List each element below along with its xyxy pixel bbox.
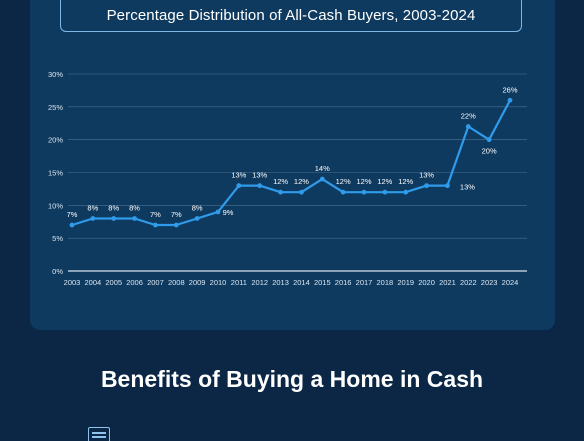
x-tick-label: 2005	[105, 278, 122, 287]
x-tick-label: 2008	[168, 278, 185, 287]
x-tick-label: 2018	[377, 278, 394, 287]
x-tick-label: 2014	[293, 278, 310, 287]
data-label: 12%	[356, 177, 371, 186]
data-point	[486, 137, 492, 143]
chart-grid	[68, 73, 527, 272]
chart-title-box: Percentage Distribution of All-Cash Buye…	[60, 0, 522, 32]
y-axis-labels: 0% 5% 10% 15% 20% 25% 30%	[48, 70, 63, 276]
data-label: 8%	[108, 203, 119, 212]
data-label: 8%	[192, 203, 203, 212]
x-tick-label: 2017	[356, 278, 373, 287]
x-tick-label: 2007	[147, 278, 164, 287]
chart-title: Percentage Distribution of All-Cash Buye…	[106, 6, 476, 24]
x-tick-label: 2015	[314, 278, 331, 287]
x-tick-label: 2023	[481, 278, 498, 287]
x-tick-label: 2006	[126, 278, 143, 287]
x-tick-label: 2004	[85, 278, 102, 287]
data-label: 26%	[502, 85, 517, 94]
series-line	[71, 99, 511, 227]
data-point	[445, 183, 450, 189]
x-tick-label: 2016	[335, 278, 352, 287]
data-label: 20%	[482, 147, 497, 156]
data-point	[194, 216, 200, 221]
document-icon	[88, 427, 110, 441]
data-label: 12%	[336, 177, 351, 186]
section-heading: Benefits of Buying a Home in Cash	[100, 366, 484, 392]
data-point	[215, 209, 221, 215]
data-point	[153, 222, 158, 228]
data-label: 7%	[171, 210, 182, 219]
data-label: 8%	[129, 203, 140, 212]
x-tick-label: 2019	[397, 278, 414, 287]
chart-panel	[30, 0, 555, 330]
x-tick-label: 2011	[231, 278, 247, 287]
data-labels: 7% 8% 8% 8% 7% 7% 8% 9% 13% 13% 12% 12% 14% 12% 12% 12%…	[67, 85, 518, 219]
data-point	[236, 183, 242, 189]
data-point	[382, 189, 388, 195]
x-tick-label: 2022	[460, 278, 477, 287]
data-label: 22%	[461, 112, 476, 121]
data-point	[403, 189, 409, 195]
data-point	[90, 216, 96, 221]
x-tick-label: 2003	[64, 278, 81, 287]
data-label: 8%	[87, 203, 98, 212]
data-point	[132, 216, 137, 221]
x-tick-label: 2010	[210, 278, 227, 287]
data-label: 12%	[377, 177, 392, 186]
y-tick-label: 10%	[48, 201, 63, 210]
data-point	[361, 189, 367, 195]
data-label: 9%	[223, 208, 234, 217]
data-point	[299, 189, 304, 195]
data-label: 13%	[252, 171, 267, 180]
y-tick-label: 5%	[52, 234, 63, 243]
data-point	[465, 124, 471, 129]
y-tick-label: 20%	[48, 136, 63, 145]
data-label: 14%	[315, 164, 330, 173]
data-label: 7%	[67, 210, 78, 219]
x-tick-label: 2013	[272, 278, 289, 287]
data-label: 12%	[294, 177, 309, 186]
data-label: 12%	[273, 177, 288, 186]
x-axis-labels: 2003 2004 2005 2006 2007 2008 2009 2010 2011 2012…	[64, 278, 519, 287]
chart-series	[69, 97, 513, 228]
data-label: 7%	[150, 210, 161, 219]
data-label: 13%	[460, 183, 475, 192]
data-label: 12%	[398, 177, 413, 186]
y-tick-label: 0%	[52, 267, 63, 276]
y-tick-label: 30%	[48, 70, 63, 79]
data-point	[340, 189, 346, 195]
data-point	[424, 183, 429, 189]
data-point	[507, 97, 513, 103]
data-point	[319, 176, 325, 182]
x-tick-label: 2012	[251, 278, 268, 287]
data-point	[257, 183, 263, 189]
data-label: 13%	[231, 171, 246, 180]
data-point	[111, 216, 117, 221]
x-tick-label: 2024	[502, 278, 519, 287]
x-tick-label: 2020	[418, 278, 435, 287]
x-tick-label: 2009	[189, 278, 206, 287]
data-point	[278, 189, 283, 195]
data-point	[69, 222, 75, 228]
data-label: 13%	[419, 171, 434, 180]
y-tick-label: 15%	[48, 169, 63, 178]
data-point	[173, 222, 179, 228]
x-tick-label: 2021	[439, 278, 456, 287]
y-tick-label: 25%	[48, 103, 63, 112]
